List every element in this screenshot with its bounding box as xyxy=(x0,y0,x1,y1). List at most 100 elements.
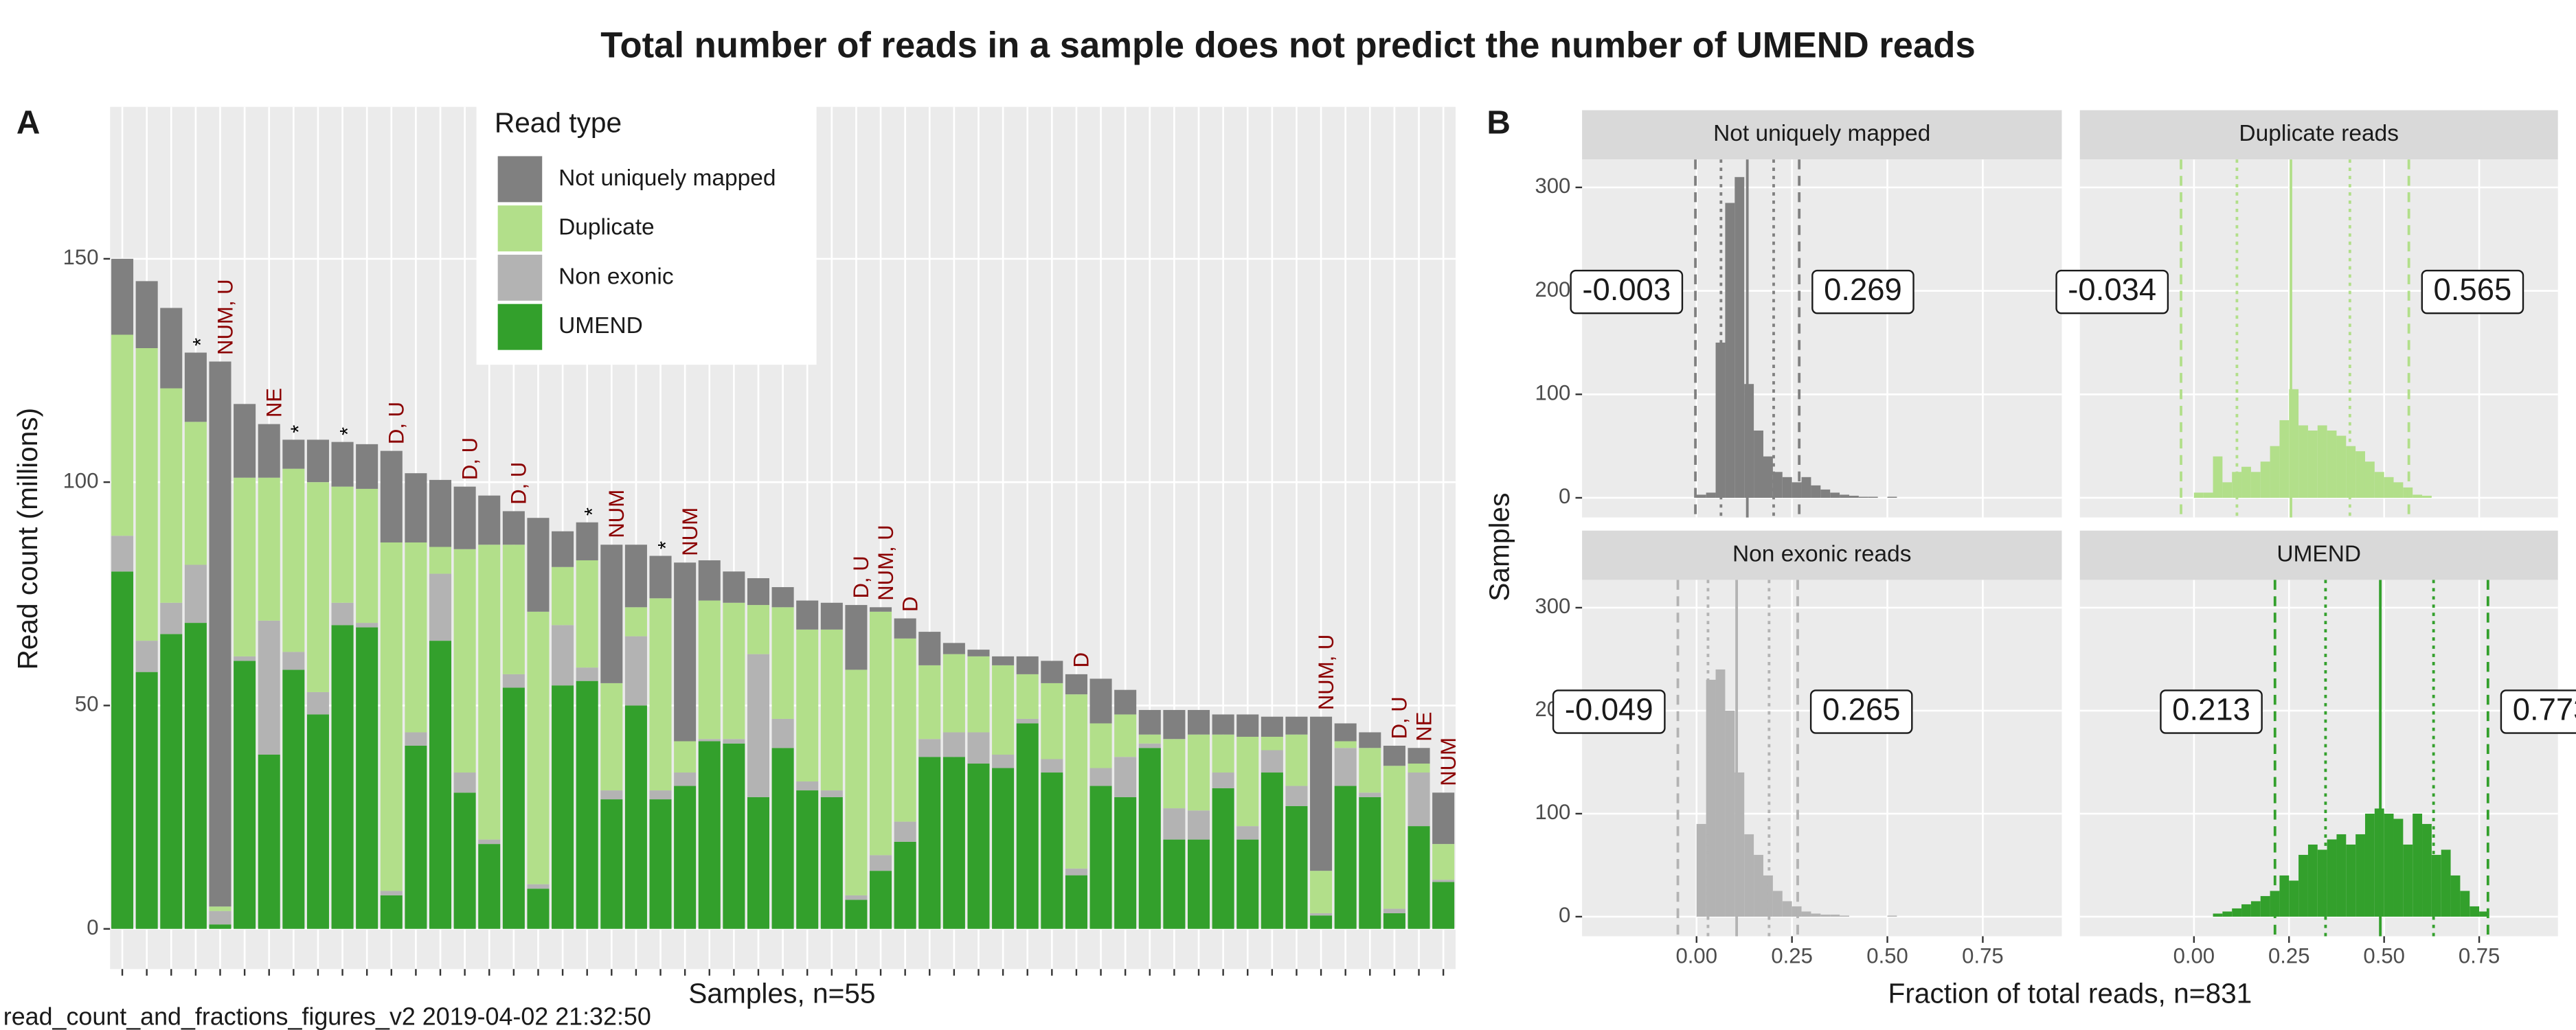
histogram-bar xyxy=(2270,446,2280,498)
histogram-bar xyxy=(2346,844,2356,917)
bar-segment xyxy=(282,652,305,670)
bar-segment xyxy=(502,687,525,929)
bar-segment xyxy=(820,797,843,929)
histogram-bar xyxy=(2393,482,2404,498)
histogram-bar xyxy=(1772,891,1783,917)
bar-segment xyxy=(698,560,721,601)
histogram-bar xyxy=(2413,813,2423,917)
line-value-box xyxy=(1809,689,1913,734)
bar-segment xyxy=(747,654,770,797)
bar-segment xyxy=(796,629,819,782)
bar-annotation: D, U xyxy=(457,437,482,480)
bar-segment xyxy=(429,573,452,641)
bar-segment xyxy=(1285,805,1308,929)
bar-segment xyxy=(1334,786,1357,929)
histogram-bar xyxy=(1782,477,1792,498)
bar-segment xyxy=(870,871,892,929)
histogram-bar xyxy=(2317,849,2327,917)
bar-annotation: NUM xyxy=(605,490,629,538)
y-tick-label: 200 xyxy=(1535,277,1570,301)
x-axis-label: Fraction of total reads, n=831 xyxy=(1888,977,2252,1009)
bar-segment xyxy=(1212,734,1234,773)
bar-segment xyxy=(992,656,1015,665)
histogram-bar xyxy=(2393,819,2404,917)
histogram-bar xyxy=(1811,913,1821,917)
bar-segment xyxy=(478,839,501,845)
facet-strip xyxy=(2079,110,2558,160)
histogram-bar xyxy=(1811,485,1821,498)
bar-segment xyxy=(1163,739,1186,809)
legend-key xyxy=(497,304,543,350)
bar-segment xyxy=(649,790,672,800)
histogram-bar xyxy=(2241,904,2251,917)
legend-key xyxy=(497,205,543,252)
histogram-bar xyxy=(2260,461,2270,498)
bar-segment xyxy=(649,556,672,599)
bar-segment xyxy=(600,683,623,791)
bar-segment xyxy=(1359,732,1381,748)
histogram-bar xyxy=(1763,456,1773,498)
bar-annotation: D xyxy=(1070,652,1094,667)
bar-segment xyxy=(942,654,965,733)
bar-segment xyxy=(234,656,256,661)
y-tick-label: 50 xyxy=(75,692,99,716)
bar-segment xyxy=(992,755,1015,768)
bar-segment xyxy=(209,924,231,929)
histogram-bar xyxy=(2355,451,2365,498)
bar-segment xyxy=(674,772,697,786)
x-axis-label: Samples, n=55 xyxy=(688,977,875,1009)
bar-segment xyxy=(600,545,623,683)
bar-segment xyxy=(796,790,819,929)
bar-segment xyxy=(1041,772,1063,929)
bar-segment xyxy=(429,479,452,547)
histogram-bar xyxy=(2422,495,2432,498)
x-tick-label: 0.75 xyxy=(2459,944,2500,968)
histogram-bar xyxy=(2250,472,2261,498)
bar-segment xyxy=(1041,661,1063,683)
bar-segment xyxy=(209,906,231,911)
bar-segment xyxy=(1310,871,1333,913)
histogram-bar xyxy=(1735,176,1745,498)
bar-segment xyxy=(1163,839,1186,929)
histogram-bar xyxy=(1849,495,1859,498)
bar-segment xyxy=(1408,764,1430,773)
bar-segment xyxy=(478,495,501,545)
bar-segment xyxy=(1359,748,1381,793)
y-axis-label: Samples xyxy=(1484,493,1515,602)
bar-segment xyxy=(331,602,354,626)
histogram-bar xyxy=(1801,911,1811,917)
bar-segment xyxy=(967,650,990,656)
line-value-label: -0.003 xyxy=(1570,269,1684,314)
bar-segment xyxy=(1285,786,1308,806)
histogram-bar xyxy=(1830,492,1840,498)
bar-segment xyxy=(380,891,403,895)
bar-annotation: D, U xyxy=(849,556,873,598)
bar-segment xyxy=(1089,786,1112,929)
facet-title: Non exonic reads xyxy=(1732,541,1911,566)
bar-annotation: NUM xyxy=(678,507,702,556)
bar-segment xyxy=(1261,750,1283,773)
bar-segment xyxy=(1138,734,1161,744)
bar-segment xyxy=(747,797,770,929)
bar-segment xyxy=(1163,709,1186,740)
legend-title: Read type xyxy=(495,107,622,139)
bar-segment xyxy=(1065,875,1087,929)
bar-segment xyxy=(184,564,207,623)
bar-segment xyxy=(405,542,427,733)
bar-segment xyxy=(502,545,525,674)
bar-segment xyxy=(1041,683,1063,759)
histogram-bar xyxy=(2298,425,2308,498)
histogram-bar xyxy=(2479,911,2489,917)
bar-annotation: NUM, U xyxy=(1314,634,1338,711)
histogram-bar xyxy=(2279,420,2290,498)
facet-title: Not uniquely mapped xyxy=(1713,121,1930,146)
bar-segment xyxy=(1187,709,1210,735)
bar-segment xyxy=(1212,788,1234,929)
bar-segment xyxy=(1383,745,1405,766)
bar-segment xyxy=(894,821,916,842)
bar-segment xyxy=(258,755,280,929)
bar-segment xyxy=(1114,797,1137,929)
bar-segment xyxy=(429,547,452,574)
bar-segment xyxy=(160,308,183,389)
bar-segment xyxy=(1187,839,1210,929)
